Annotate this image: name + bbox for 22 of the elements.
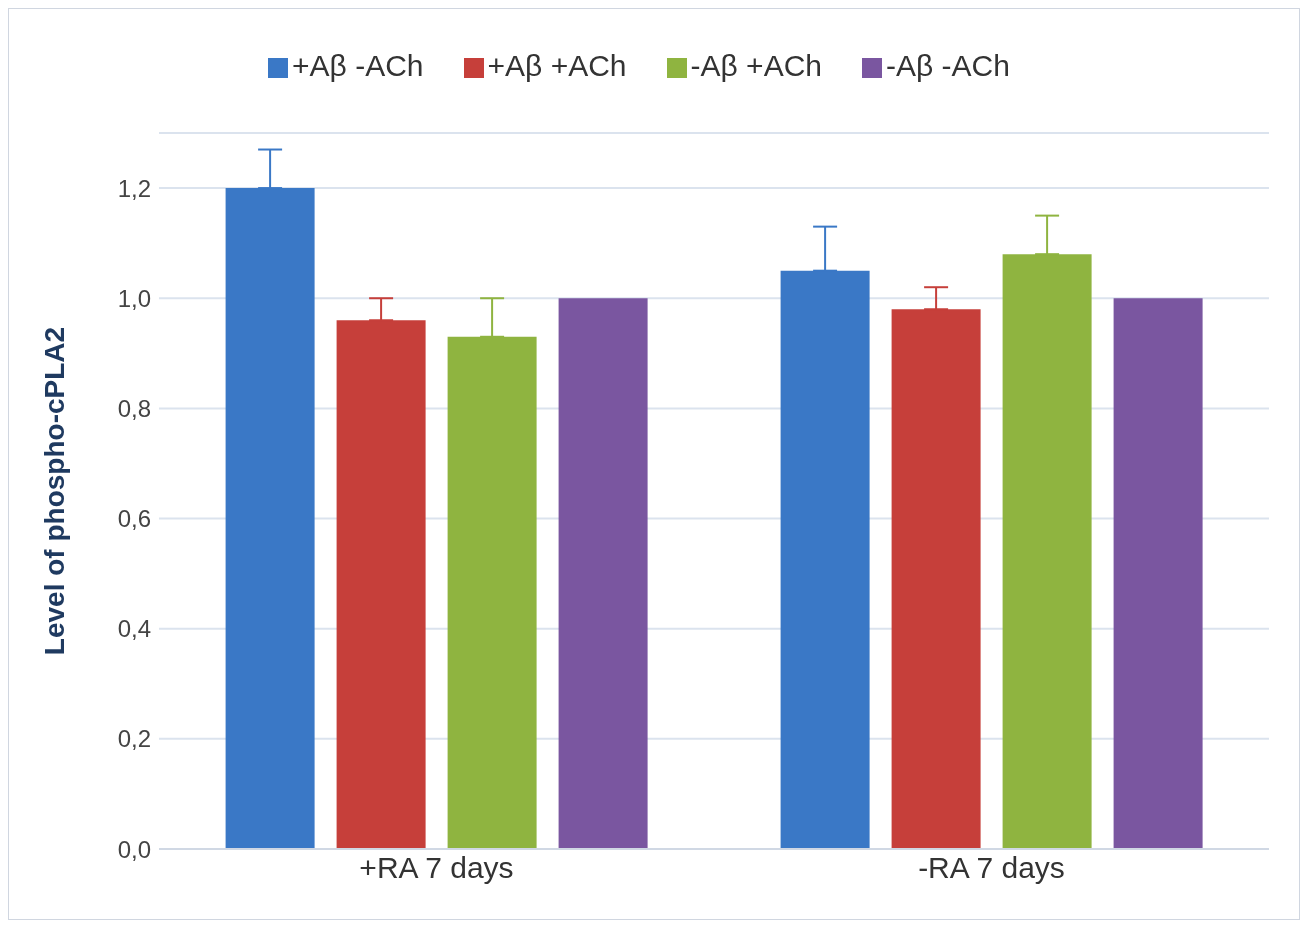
bar — [558, 298, 648, 849]
y-tick-label: 1,0 — [117, 284, 151, 312]
x-tick-label: -RA 7 days — [918, 851, 1065, 885]
bar — [780, 270, 870, 849]
y-axis-title: Level of phospho-cPLA2 — [38, 326, 70, 656]
bar — [336, 320, 426, 849]
bar — [225, 188, 315, 849]
bar — [1002, 254, 1092, 849]
legend-label: -Aβ +ACh — [690, 49, 822, 82]
legend-label: -Aβ -ACh — [886, 49, 1010, 82]
legend-label: +Aβ -ACh — [292, 49, 424, 82]
y-tick-label: 0,8 — [117, 394, 151, 422]
bar — [447, 336, 537, 849]
x-tick-label: +RA 7 days — [359, 851, 514, 885]
y-tick-label: 1,2 — [117, 174, 151, 202]
y-tick-label: 0,6 — [117, 505, 151, 533]
legend-label: +Aβ +ACh — [487, 49, 627, 82]
bar — [1113, 298, 1203, 849]
bar — [891, 309, 981, 849]
y-tick-label: 0,4 — [117, 615, 151, 643]
y-tick-label: 0,2 — [117, 725, 151, 753]
y-tick-label: 0,0 — [117, 835, 151, 863]
